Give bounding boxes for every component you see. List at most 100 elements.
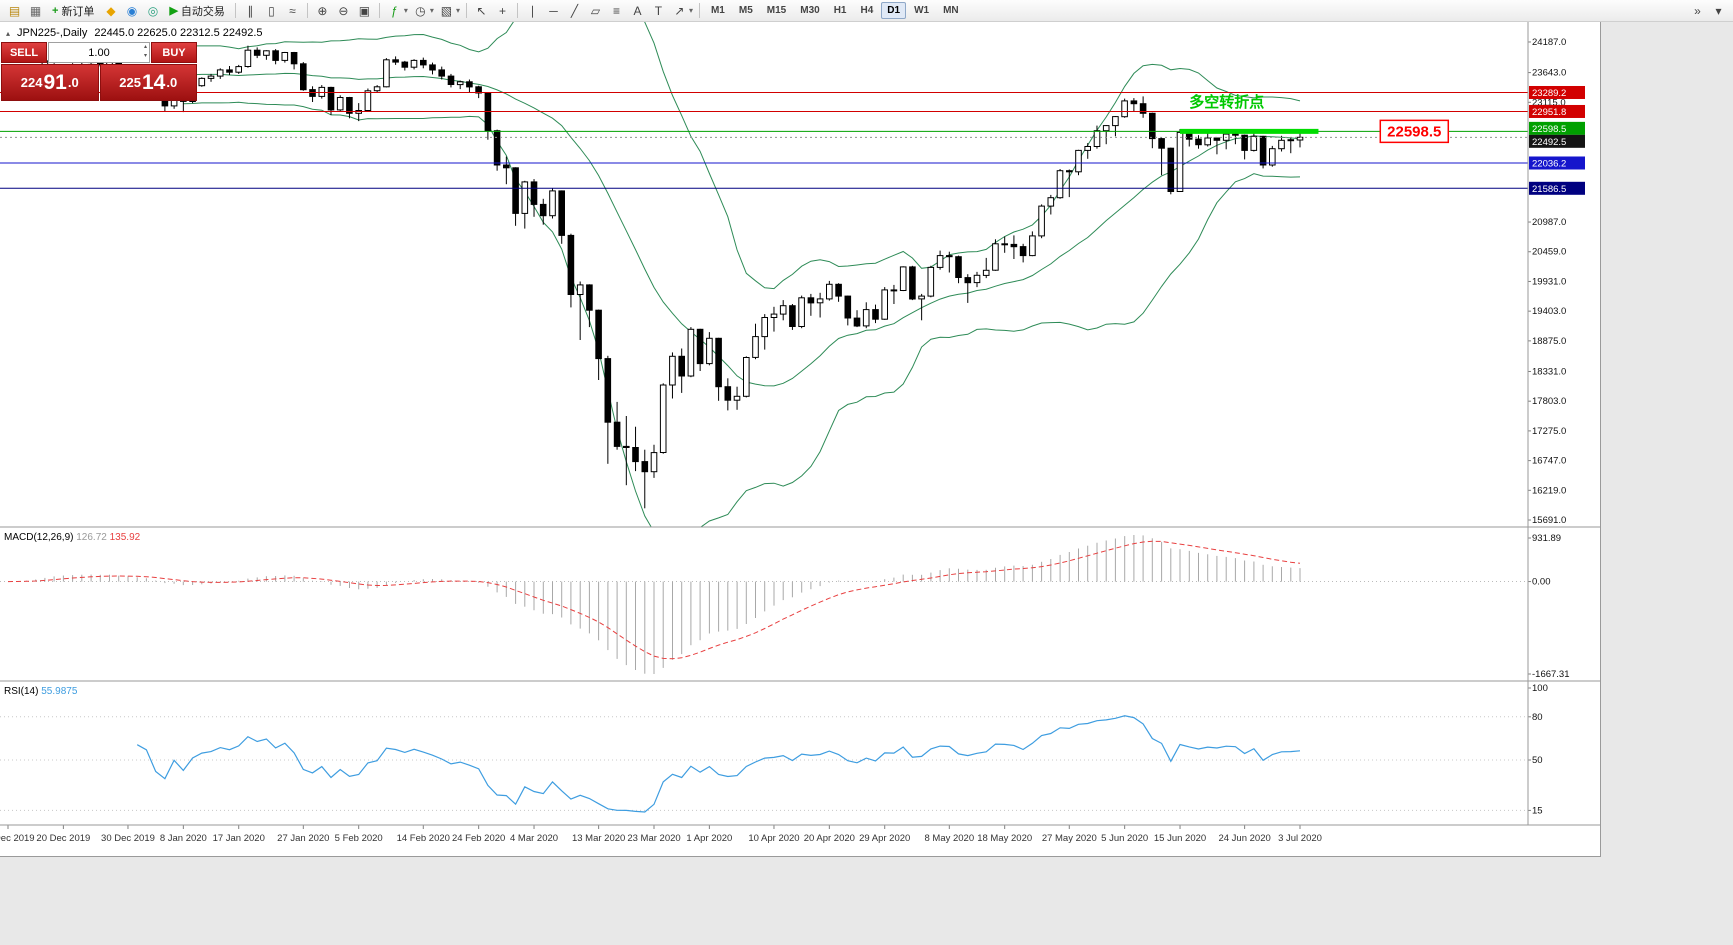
arrows-dropdown-icon[interactable]: ▾ xyxy=(688,6,693,15)
x-axis-tick-label: 13 Mar 2020 xyxy=(572,833,625,844)
toolbar-options-icon[interactable]: ▾ xyxy=(1715,3,1722,18)
equidistant-channel-icon[interactable]: ▱ xyxy=(590,3,601,18)
timeframe-h1-button[interactable]: H1 xyxy=(833,5,847,16)
crosshair-icon[interactable]: + xyxy=(498,3,506,18)
candle-body xyxy=(216,69,224,77)
price-tag-text: 22598.5 xyxy=(1532,124,1566,135)
candle-body xyxy=(890,289,898,292)
news-icon[interactable]: ◎ xyxy=(147,3,159,18)
sell-button[interactable]: SELL xyxy=(1,42,47,63)
toolbar-separator xyxy=(306,3,308,18)
candle-body xyxy=(346,97,353,114)
lot-size-value: 1.00 xyxy=(88,46,110,59)
lot-increase-icon[interactable]: ▴ xyxy=(143,44,147,50)
y-axis-tick-label: 17803.0 xyxy=(1532,396,1566,407)
candle-body xyxy=(281,52,289,61)
vertical-line-icon[interactable]: ∣ xyxy=(529,3,536,18)
profiles-icon[interactable]: ▦ xyxy=(29,3,42,18)
chart-canvas[interactable]: 多空转折点 22598.5 24187.0 23643.0 23115.0 20987.0… xyxy=(0,22,1600,856)
bar-chart-icon[interactable]: ∥ xyxy=(247,3,254,18)
y-axis-tick-label: 20987.0 xyxy=(1532,217,1566,228)
mql5-icon[interactable]: ◆ xyxy=(106,3,116,18)
candle-body xyxy=(235,66,242,73)
macd-signal-line xyxy=(7,540,1301,660)
candle-body xyxy=(1093,130,1101,147)
x-axis-tick-label: 30 Dec 2019 xyxy=(101,833,155,844)
timeframe-m30-button[interactable]: M30 xyxy=(800,5,820,16)
timeframe-w1-button[interactable]: W1 xyxy=(914,5,930,16)
text-label-icon[interactable]: T xyxy=(654,3,663,18)
templates-icon[interactable]: ▧ xyxy=(440,3,453,18)
x-axis-tick-label: 27 May 2020 xyxy=(1042,833,1097,844)
fibonacci-icon[interactable]: ≡ xyxy=(612,3,620,18)
rsi-scale-label: 15 xyxy=(1532,805,1543,816)
rsi-scale-label: 50 xyxy=(1532,755,1543,766)
candle-body xyxy=(724,386,732,401)
toolbar-overflow-icon[interactable]: » xyxy=(1694,3,1701,18)
horizontal-line-icon[interactable]: ─ xyxy=(549,3,558,18)
candle-body xyxy=(853,317,861,327)
candle-body xyxy=(318,86,326,97)
candle-body xyxy=(899,266,907,291)
toolbar-separator xyxy=(378,3,380,18)
candle-body xyxy=(1047,197,1055,207)
x-axis-tick-label: 29 Apr 2020 xyxy=(859,833,910,844)
indicators-dropdown-icon[interactable]: ▾ xyxy=(403,6,408,15)
price-tag-text: 21586.5 xyxy=(1532,184,1566,195)
price-tag-22598.5 xyxy=(1529,121,1585,135)
lot-decrease-icon[interactable]: ▾ xyxy=(143,53,147,59)
candle-body xyxy=(964,277,972,284)
zoom-in-icon[interactable]: ⊕ xyxy=(317,3,328,18)
candle-body xyxy=(1204,137,1212,146)
tile-windows-icon[interactable]: ▣ xyxy=(358,3,371,18)
x-axis-tick-label: 15 Jun 2020 xyxy=(1154,833,1206,844)
candle-body xyxy=(1102,125,1110,132)
periods-dropdown-icon[interactable]: ▾ xyxy=(429,6,434,15)
candle-body xyxy=(613,421,621,447)
indicators-icon[interactable]: ƒ xyxy=(391,3,398,18)
candle-body xyxy=(1029,235,1036,257)
one-click-toggle-icon[interactable]: ▴ xyxy=(6,28,11,38)
arrows-icon[interactable]: ↗ xyxy=(674,3,685,18)
candle-body xyxy=(272,50,279,61)
candle-body xyxy=(475,86,482,94)
candle-body xyxy=(198,77,206,87)
x-axis-tick-label: 1 Apr 2020 xyxy=(686,833,732,844)
buy-price-suffix: .0 xyxy=(166,75,178,90)
timeframe-d1-button[interactable]: D1 xyxy=(881,2,907,19)
x-axis-tick-label: 14 Feb 2020 xyxy=(397,833,450,844)
candlestick-chart-icon[interactable]: ▯ xyxy=(268,3,275,18)
candle-body xyxy=(936,255,944,268)
price-callout-box[interactable] xyxy=(1379,119,1450,144)
candle-body xyxy=(309,89,316,97)
new-chart-icon[interactable]: ▤ xyxy=(8,3,21,18)
zoom-out-icon[interactable]: ⊖ xyxy=(338,3,349,18)
candle-body xyxy=(1259,135,1267,166)
timeframe-mn-button[interactable]: MN xyxy=(943,5,959,16)
sell-price-button[interactable]: 224 91.0 xyxy=(1,64,99,101)
timeframe-m15-button[interactable]: M15 xyxy=(766,5,787,16)
periods-icon[interactable]: ◷ xyxy=(415,3,426,18)
trendline-icon[interactable]: ╱ xyxy=(570,3,579,18)
candle-body xyxy=(364,90,372,112)
pivot-annotation-text: 多空转折点 xyxy=(1189,93,1264,111)
candle-body xyxy=(835,283,842,297)
line-chart-icon[interactable]: ≈ xyxy=(289,3,296,18)
cursor-icon[interactable]: ↖ xyxy=(476,3,487,18)
x-axis-tick-label: 17 Jan 2020 xyxy=(213,833,265,844)
timeframe-h4-button[interactable]: H4 xyxy=(860,5,874,16)
macd-scale-label: 931.89 xyxy=(1532,533,1561,544)
text-icon[interactable]: A xyxy=(633,3,642,18)
timeframe-m1-button[interactable]: M1 xyxy=(710,5,725,16)
lot-spinner[interactable]: ▴ ▾ xyxy=(144,43,147,61)
autotrading-button[interactable]: ▶ 自动交易 xyxy=(163,2,230,20)
buy-button[interactable]: BUY xyxy=(151,42,197,63)
timeframe-m5-button[interactable]: M5 xyxy=(738,5,753,16)
bollinger-upper-band xyxy=(183,22,1301,290)
buy-price-button[interactable]: 225 14.0 xyxy=(99,64,197,101)
y-axis-tick-label: 19403.0 xyxy=(1532,306,1566,317)
community-icon[interactable]: ◉ xyxy=(126,3,138,18)
templates-dropdown-icon[interactable]: ▾ xyxy=(455,6,460,15)
new-order-button[interactable]: + 新订单 xyxy=(46,2,100,20)
lot-size-input[interactable]: 1.00 ▴ ▾ xyxy=(48,42,150,63)
